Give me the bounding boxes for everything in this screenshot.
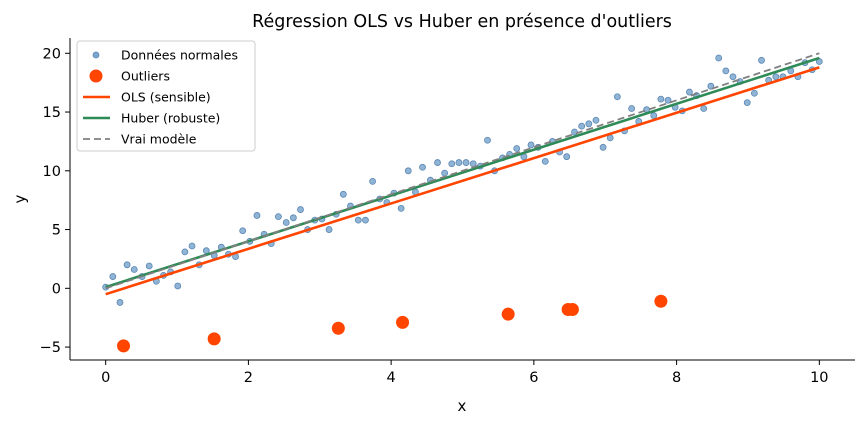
data-point-normal [484,136,491,144]
legend-label: Données normales [121,48,238,63]
data-point-normal [188,242,196,250]
data-point-normal [130,266,138,273]
data-point-normal [253,212,261,219]
y-tick-label: 20 [43,46,61,62]
legend-marker-normal [92,51,100,59]
data-point-normal [513,145,521,152]
legend-label: Outliers [121,69,170,84]
data-point-normal [715,54,723,62]
x-tick-label: 10 [810,370,828,386]
y-tick-label: 0 [52,281,61,297]
data-point-normal [116,299,124,306]
data-point-normal [686,88,693,96]
data-point-normal [123,261,131,269]
data-point-normal [239,227,247,235]
x-tick-label: 0 [101,370,110,386]
plot-area: 0 2 4 6 8 10 −5 0 5 10 15 20 [40,38,855,386]
data-point-normal [563,153,571,161]
data-point-normal [664,96,672,104]
legend-label: OLS (sensible) [121,90,211,105]
data-point-normal [325,226,333,233]
data-point-normal [592,116,600,124]
data-point-normal [181,248,189,256]
data-point-outlier [654,294,668,308]
data-point-normal [613,93,621,101]
data-point-normal [362,216,369,224]
x-tick-label: 6 [529,370,538,386]
data-point-normal [628,105,636,112]
x-tick-label: 2 [244,370,253,386]
data-point-normal [527,141,535,149]
data-point-normal [462,159,470,166]
data-point-outlier [117,339,131,353]
data-point-normal [448,160,456,168]
data-point-outlier [501,307,515,321]
data-point-normal [750,89,758,97]
data-point-normal [274,213,282,221]
data-point-normal [758,56,765,64]
legend-label: Huber (robuste) [121,111,220,126]
y-tick-label: 5 [52,223,61,239]
data-point-normal [743,99,751,107]
series-line-ols [105,66,820,296]
data-point-normal [297,206,304,213]
data-point-normal [455,159,463,166]
data-point-normal [404,167,412,175]
series-line-vrai [105,52,820,290]
data-point-normal [772,73,780,81]
data-point-normal [650,112,658,119]
data-point-normal [441,169,449,177]
data-point-normal [289,214,297,222]
data-point-outlier [207,332,221,346]
data-point-normal [174,282,182,290]
y-axis-label: y [11,194,29,203]
data-point-normal [109,273,117,280]
data-point-normal [722,67,730,75]
data-point-normal [578,122,586,130]
legend-label: Vrai modèle [121,132,197,147]
chart-title: Régression OLS vs Huber en présence d'ou… [252,12,672,32]
x-axis-label: x [458,397,467,415]
x-tick-label: 8 [672,370,681,386]
data-point-normal [541,157,549,165]
data-point-normal [354,216,362,224]
data-point-outlier [331,321,345,335]
y-tick-label: −5 [40,340,61,356]
legend-marker-outliers [89,69,103,83]
data-point-outlier [565,302,579,316]
x-tick-label: 4 [387,370,396,386]
data-point-normal [657,95,665,103]
data-point-outlier [396,315,410,329]
data-point-normal [585,120,593,128]
legend-box [76,40,256,152]
y-tick-label: 10 [43,164,61,180]
data-point-normal [419,163,426,171]
data-point-normal [369,177,376,185]
data-point-normal [700,105,708,112]
data-point-normal [599,143,607,151]
data-point-normal [397,205,405,212]
data-point-normal [145,262,153,270]
data-point-normal [729,73,737,81]
legend: Données normales Outliers OLS (sensible) Hu… [76,40,256,152]
data-point-normal [339,190,347,198]
data-point-normal [282,219,290,226]
y-tick-label: 15 [43,105,61,121]
data-point-normal [434,159,441,166]
